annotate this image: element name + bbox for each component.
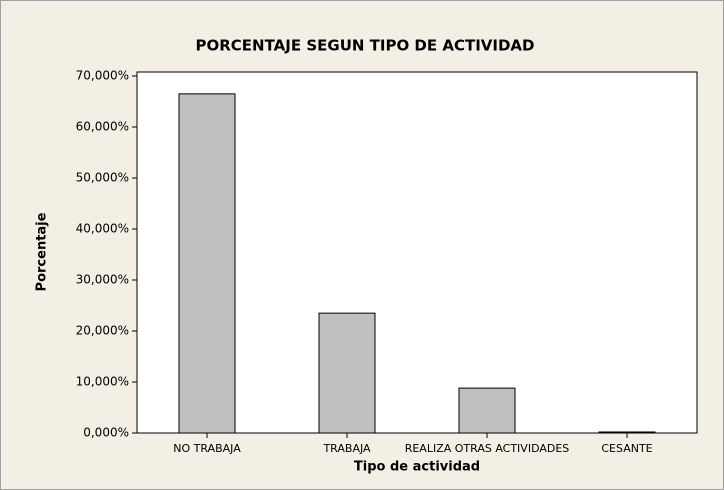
y-tick-label: 20,000%: [76, 324, 129, 338]
y-tick-label: 60,000%: [76, 120, 129, 134]
x-tick-label: TRABAJA: [322, 442, 371, 455]
y-tick-label: 30,000%: [76, 273, 129, 287]
y-tick-label: 70,000%: [76, 69, 129, 83]
x-axis-title: Tipo de actividad: [354, 460, 480, 475]
y-tick-label: 40,000%: [76, 222, 129, 236]
y-axis-title: Porcentaje: [35, 212, 50, 291]
y-tick-label: 10,000%: [76, 375, 129, 389]
y-tick-label: 50,000%: [76, 171, 129, 185]
bar: [598, 431, 656, 434]
bar: [178, 93, 236, 434]
bar: [318, 312, 376, 434]
x-tick-label: REALIZA OTRAS ACTIVIDADES: [405, 442, 570, 455]
chart-title: PORCENTAJE SEGUN TIPO DE ACTIVIDAD: [196, 37, 535, 55]
x-tick-label: NO TRABAJA: [173, 442, 241, 455]
bar: [458, 387, 516, 434]
y-tick-label: 0,000%: [83, 426, 129, 440]
x-tick-label: CESANTE: [601, 442, 652, 455]
